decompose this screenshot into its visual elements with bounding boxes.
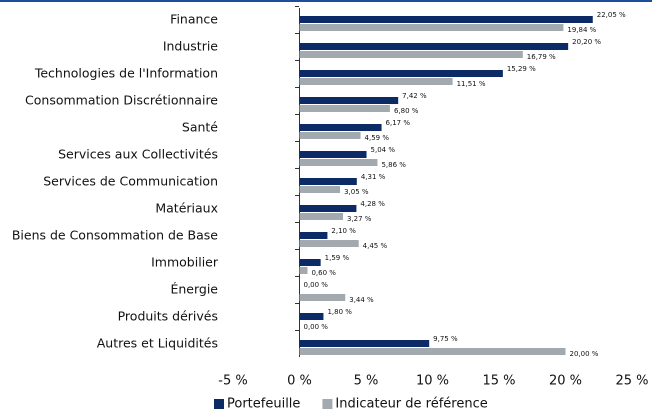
value-label: 20,20 % [572,38,601,46]
value-label: 4,45 % [363,242,388,250]
bar [299,240,359,247]
value-label: 15,29 % [507,65,536,73]
value-label: 4,59 % [365,134,390,142]
value-label: 6,17 % [386,119,411,127]
category-label: Finance [170,12,218,27]
bar [299,294,346,301]
value-label: 0,60 % [311,269,336,277]
x-tick-label: 25 % [615,374,648,389]
legend-label: Portefeuille [227,397,300,412]
value-label: 0,00 % [304,323,329,331]
x-tick-label: 0 % [287,374,312,389]
category-label: Énergie [170,282,218,297]
category-label: Immobilier [151,255,219,270]
value-label: 2,10 % [331,227,356,235]
bar [299,97,399,104]
value-label: 4,31 % [361,173,386,181]
bar [299,151,367,158]
bar [299,186,341,193]
value-label: 20,00 % [570,350,599,358]
bar [299,124,382,131]
bar [299,213,343,220]
bar [299,348,566,355]
legend-label: Indicateur de référence [335,397,487,412]
value-label: 11,51 % [457,80,486,88]
value-label: 3,44 % [349,296,374,304]
bar [299,259,321,266]
bar [299,132,361,139]
bar [299,43,569,50]
x-tick-label: 5 % [354,374,379,389]
category-label: Services aux Collectivités [58,147,218,162]
category-label: Biens de Consommation de Base [12,228,218,243]
value-label: 3,27 % [347,215,372,223]
category-label: Autres et Liquidités [97,336,218,351]
value-label: 6,80 % [394,107,419,115]
value-label: 19,84 % [567,26,596,34]
legend-swatch [322,399,333,409]
x-tick-label: 10 % [416,374,449,389]
value-label: 16,79 % [527,53,556,61]
category-label: Santé [182,120,218,135]
top-border [0,0,652,2]
value-label: 1,80 % [327,308,352,316]
category-label: Matériaux [155,201,218,216]
category-label: Industrie [163,39,218,54]
bar [299,105,390,112]
bar [299,78,453,85]
bar [299,159,378,166]
bar [299,340,430,347]
bar [299,70,503,77]
legend-swatch [214,399,224,409]
bar [299,232,328,239]
value-label: 22,05 % [597,11,626,19]
category-label: Consommation Discrétionnaire [25,93,218,108]
bar [299,205,357,212]
x-tick-label: -5 % [218,374,247,389]
bar [299,267,308,274]
value-label: 0,00 % [304,281,329,289]
value-label: 5,86 % [381,161,406,169]
bar [299,51,523,58]
bar [299,178,357,185]
x-tick-label: 20 % [549,374,582,389]
value-label: 4,28 % [360,200,385,208]
value-label: 1,59 % [325,254,350,262]
bar [299,16,593,23]
category-label: Services de Communication [43,174,218,189]
value-label: 7,42 % [402,92,427,100]
x-tick-label: 15 % [482,374,515,389]
category-label: Technologies de l'Information [34,66,218,81]
value-label: 9,75 % [433,335,458,343]
bar [299,24,564,31]
category-label: Produits dérivés [118,309,218,324]
value-label: 5,04 % [371,146,396,154]
value-label: 3,05 % [344,188,369,196]
bar [299,313,324,320]
